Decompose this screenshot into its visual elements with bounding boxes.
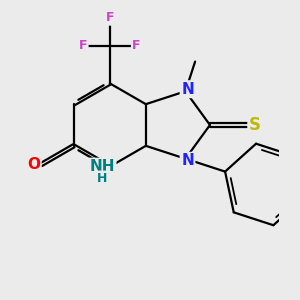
Text: NH: NH (89, 159, 115, 174)
Text: H: H (97, 172, 107, 185)
Text: F: F (79, 39, 87, 52)
Text: N: N (181, 82, 194, 97)
Text: N: N (181, 153, 194, 168)
Text: O: O (27, 157, 40, 172)
Text: F: F (106, 11, 114, 24)
Text: F: F (132, 39, 141, 52)
Text: S: S (249, 116, 261, 134)
